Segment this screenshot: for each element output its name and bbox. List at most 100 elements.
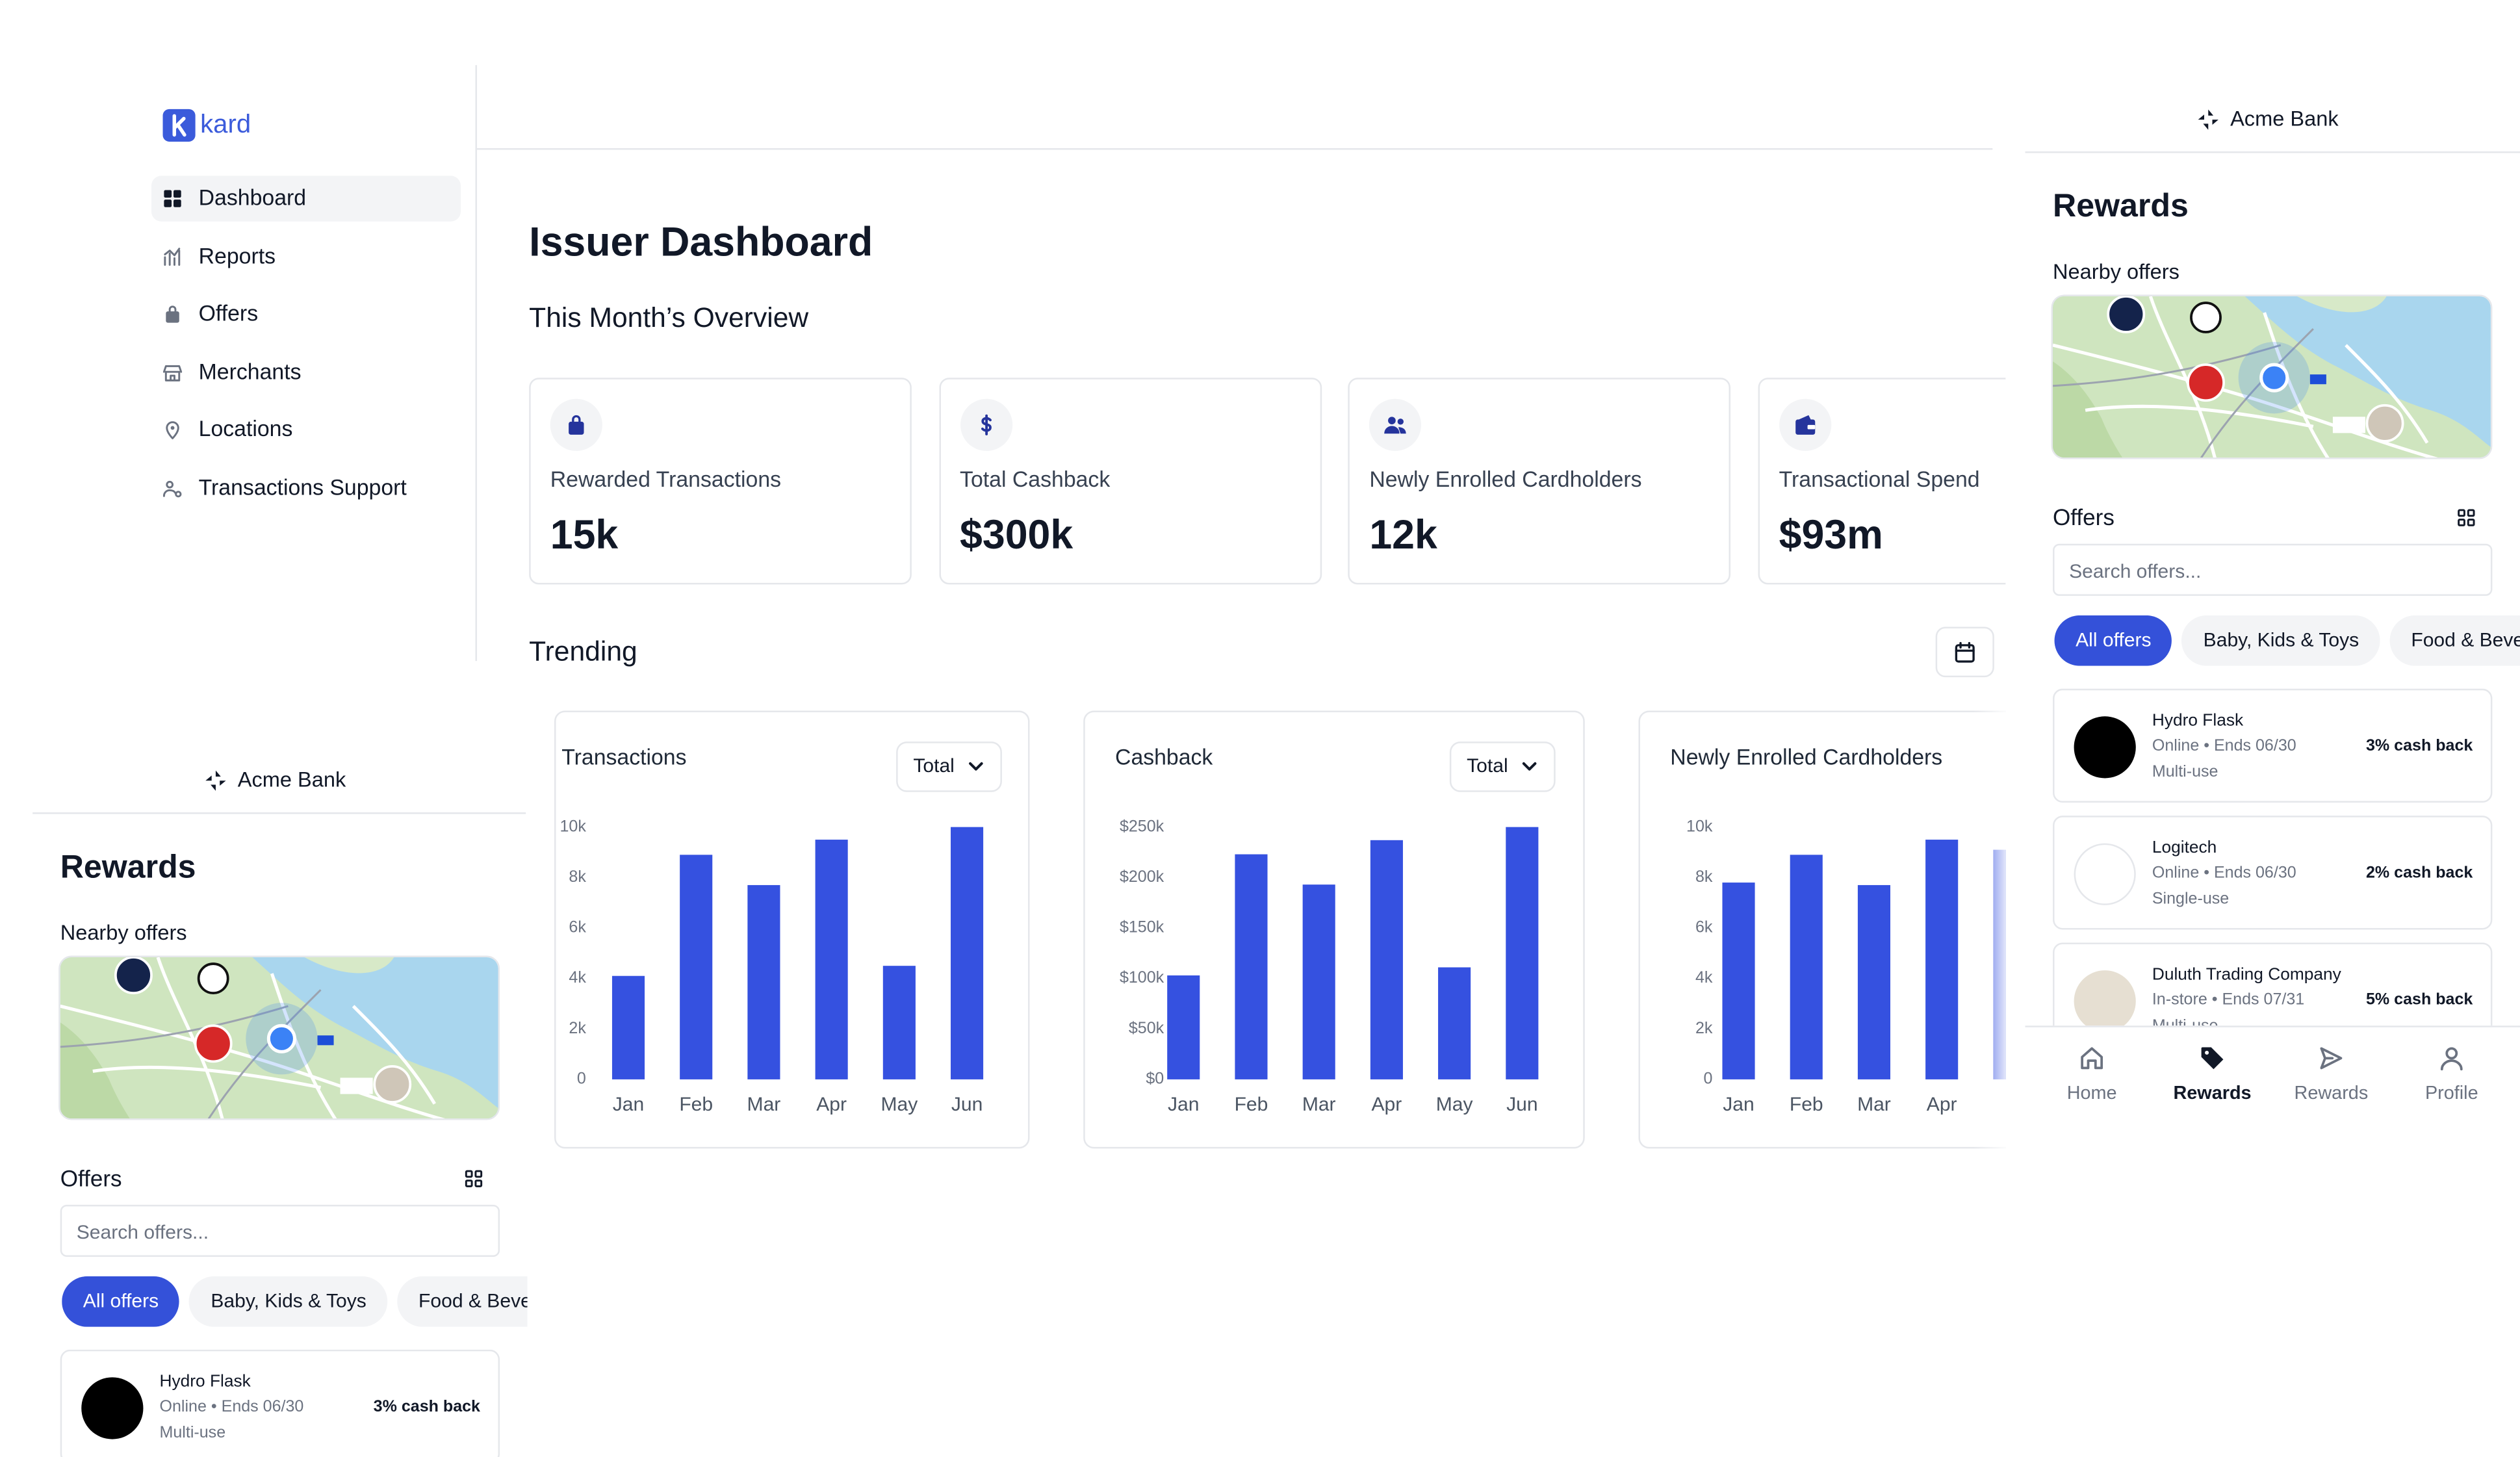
filter-chip[interactable]: All offers <box>2054 615 2173 666</box>
stat-label: Newly Enrolled Cardholders <box>1369 467 1642 492</box>
filter-chip[interactable]: Baby, Kids & Toys <box>2182 615 2380 666</box>
map <box>58 955 500 1120</box>
x-tick-label: Mar <box>1857 1094 1891 1115</box>
nav-icon-part <box>164 247 181 265</box>
nav-item[interactable]: Transactions Support <box>151 465 461 511</box>
stat-glyph <box>1384 417 1407 434</box>
y-tick-label: 10k <box>559 817 586 835</box>
offer-cashback: 3% cash back <box>2365 737 2473 756</box>
nav-tab[interactable]: Profile <box>2403 1031 2501 1122</box>
stat-card: Transactional Spend $93m <box>1758 378 2006 585</box>
filter-chip[interactable]: Baby, Kids & Toys <box>189 1276 388 1327</box>
nav-icon <box>162 365 183 381</box>
view-toggle-part <box>2467 509 2475 517</box>
offer-details: Online • Ends 06/30 <box>2152 737 2296 756</box>
y-tick-label: 4k <box>569 968 586 986</box>
nav-icon-part <box>164 200 172 207</box>
filter-chip[interactable]: Food & Beverage <box>397 1276 528 1327</box>
y-tick-label: 8k <box>569 868 586 886</box>
map-road <box>352 1005 437 1105</box>
filter-chip[interactable]: Food & Beverage <box>2389 615 2520 666</box>
date-button[interactable] <box>1935 626 1994 678</box>
map-road <box>60 1005 289 1048</box>
bar <box>951 827 984 1079</box>
offer-usage: Multi-use <box>2152 763 2218 782</box>
map-marker <box>2332 417 2366 433</box>
offer-name: Hydro Flask <box>2152 711 2244 731</box>
y-tick-label: $250k <box>1120 817 1164 835</box>
stat-value: $300k <box>960 513 1074 559</box>
stat-glyph-part <box>1398 427 1407 434</box>
filter-chip[interactable]: All offers <box>62 1276 180 1327</box>
nav-tab[interactable]: Rewards <box>2163 1031 2261 1122</box>
nav-item[interactable]: Locations <box>151 407 461 453</box>
offer-usage: Multi-use <box>159 1425 226 1443</box>
sidebar-divider <box>475 65 478 662</box>
nav-label: Merchants <box>198 359 302 384</box>
nav-tab[interactable]: Home <box>2043 1031 2141 1122</box>
map-road <box>270 973 337 1119</box>
map-road <box>2345 344 2429 444</box>
charts: Transactions Total 0 2k 4k 6k 8k 10k Jan Feb Mar Ap… <box>554 700 2006 1156</box>
merchant-logo <box>81 1377 144 1439</box>
map-road <box>2148 296 2217 458</box>
offer-details: In-store • Ends 07/31 <box>2152 991 2305 1010</box>
stat-card: Newly Enrolled Cardholders 12k <box>1348 378 1731 585</box>
nav-tab[interactable]: Rewards <box>2282 1031 2380 1122</box>
x-tick-label: Jun <box>951 1094 983 1115</box>
offers-title: Offers <box>2053 504 2115 530</box>
nav-item[interactable]: Merchants <box>151 350 461 395</box>
offer-name: Logitech <box>2152 838 2217 858</box>
calendar-icon-part <box>1955 644 1975 663</box>
nearby-title: Nearby offers <box>60 920 187 945</box>
offer-card[interactable]: Hydro Flask Online • Ends 06/30 Multi-use 3… <box>60 1349 500 1457</box>
x-tick-label: May <box>881 1094 918 1115</box>
stat-glyph-part <box>1807 424 1815 430</box>
y-tick-label: 4k <box>1695 968 1713 986</box>
tab-icon <box>2440 1047 2463 1071</box>
logo-k <box>172 114 186 137</box>
bar <box>1370 840 1403 1079</box>
merchant-logo <box>2074 716 2136 779</box>
view-toggle-part <box>465 1170 473 1178</box>
nav-icon-part <box>170 426 175 431</box>
offer-name: Duluth Trading Company <box>2152 964 2341 985</box>
edge-fade <box>1973 700 2006 1156</box>
search-input[interactable]: Search offers... <box>2053 543 2493 596</box>
map-marker <box>197 962 229 995</box>
nav-item[interactable]: Dashboard <box>151 175 461 222</box>
search-input[interactable]: Search offers... <box>60 1204 500 1257</box>
logo-mark <box>162 109 196 142</box>
filter-dropdown[interactable] <box>1449 741 1556 792</box>
nav-item[interactable]: Offers <box>151 292 461 337</box>
mobile-panel: Acme Bank Rewards Nearby offers Offers Searc… <box>32 726 528 1457</box>
bar <box>611 975 645 1079</box>
bank-icon <box>2198 109 2218 130</box>
stat-icon <box>1779 398 1831 451</box>
stat-icon <box>960 398 1012 451</box>
offer-card[interactable]: Hydro Flask Online • Ends 06/30 Multi-use 3… <box>2053 688 2493 803</box>
bar <box>1506 827 1539 1079</box>
y-tick-label: 0 <box>1704 1070 1713 1088</box>
filter-dropdown[interactable] <box>896 741 1002 792</box>
bar <box>882 966 916 1079</box>
stat-icon <box>1369 398 1422 451</box>
offer-card[interactable]: Duluth Trading Company In-store • Ends 07… <box>2053 942 2493 1026</box>
nearby-title: Nearby offers <box>2053 259 2179 284</box>
map-road <box>92 1065 322 1089</box>
map-road <box>2085 404 2314 428</box>
nav-icon-part <box>162 489 177 497</box>
view-toggle[interactable] <box>2455 506 2478 529</box>
filter-chevron <box>969 762 983 771</box>
view-toggle[interactable] <box>462 1167 485 1190</box>
offer-details: Online • Ends 06/30 <box>159 1398 304 1417</box>
map-road <box>2263 312 2330 458</box>
offer-card[interactable]: Logitech Online • Ends 06/30 Single-use 2% … <box>2053 816 2493 930</box>
calendar-icon <box>1955 641 1975 663</box>
x-tick-label: Jun <box>1506 1094 1537 1115</box>
nav-item[interactable]: Reports <box>151 234 461 279</box>
tab-icon <box>2081 1047 2103 1070</box>
view-toggle-part <box>465 1180 473 1187</box>
